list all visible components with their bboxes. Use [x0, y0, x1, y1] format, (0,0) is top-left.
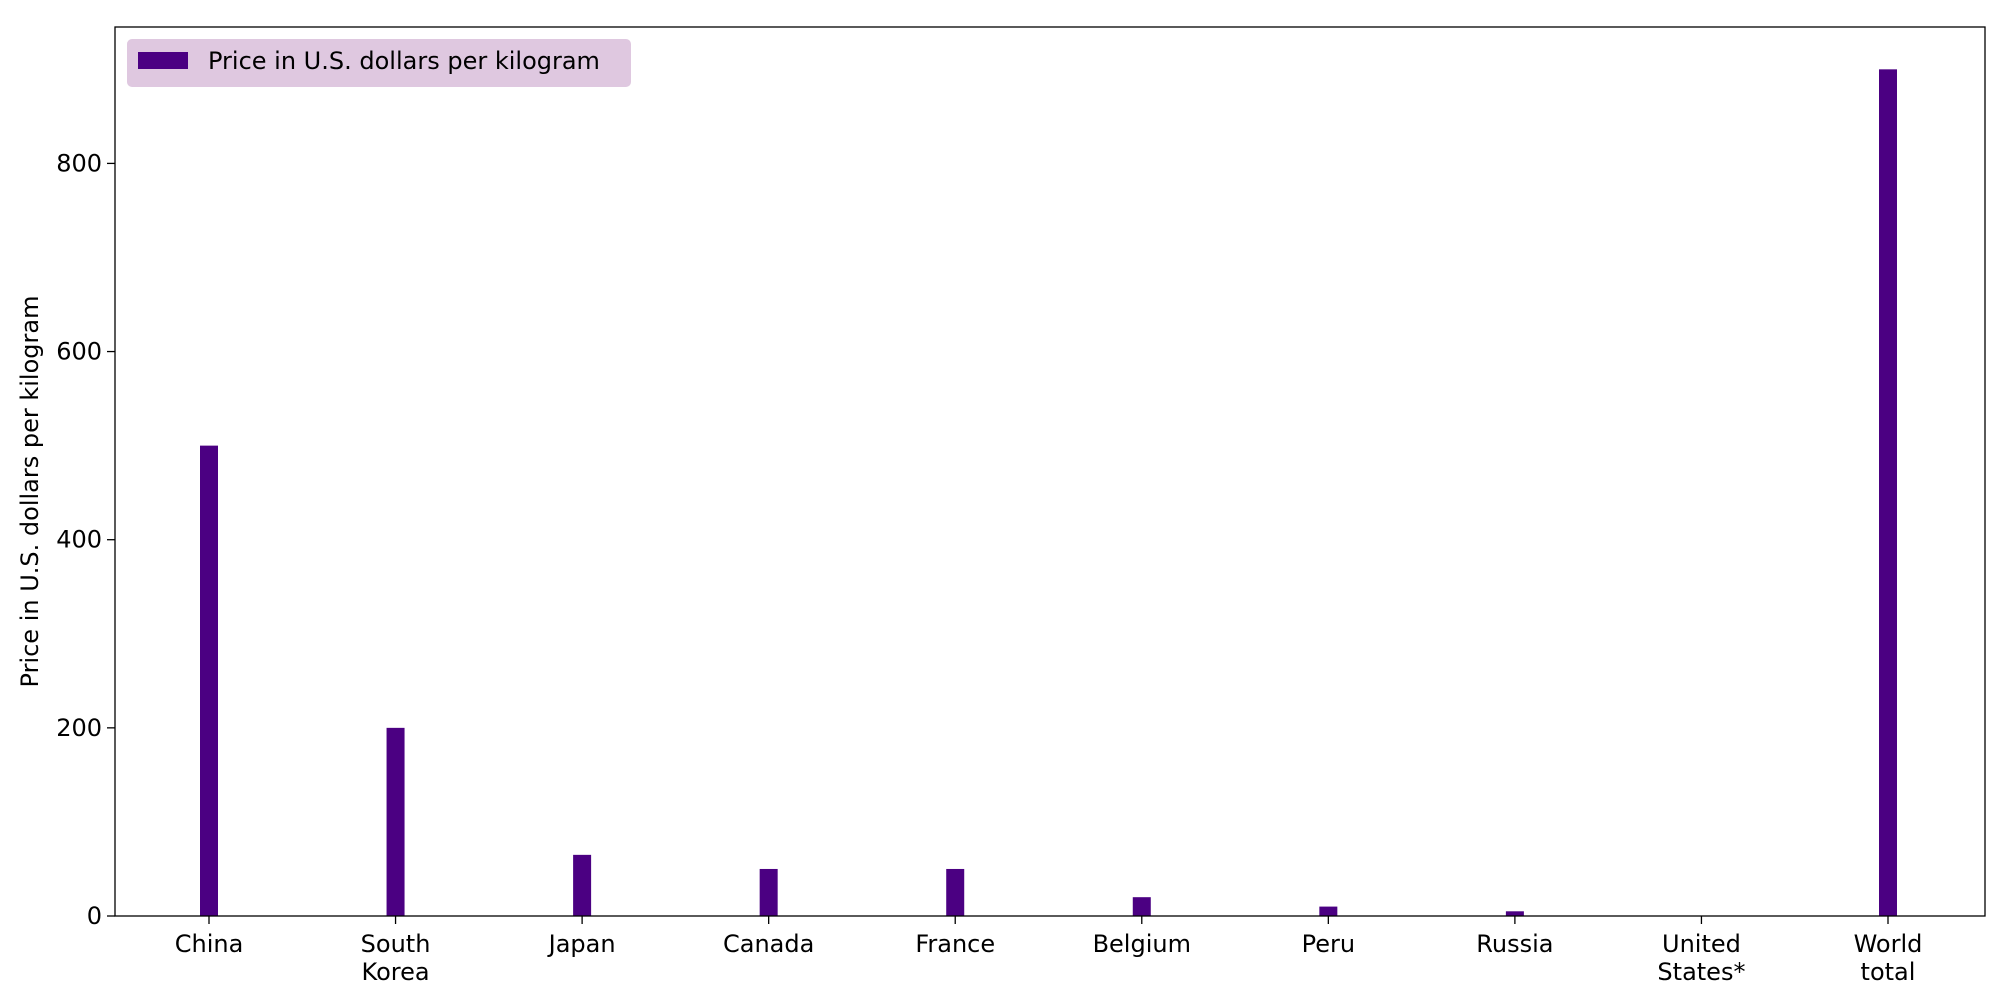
x-tick-label: Russia — [1476, 930, 1553, 958]
y-tick-label: 400 — [56, 526, 102, 554]
y-axis-label: Price in U.S. dollars per kilogram — [16, 296, 44, 688]
bar — [200, 445, 218, 916]
legend-swatch — [138, 52, 188, 69]
y-tick-label: 600 — [56, 338, 102, 366]
bar — [1132, 897, 1151, 916]
y-tick-label: 200 — [56, 714, 102, 742]
bars-group — [200, 69, 1897, 917]
y-tick-label: 800 — [56, 149, 102, 177]
legend-box — [127, 39, 631, 87]
legend-entry-label: Price in U.S. dollars per kilogram — [208, 47, 600, 75]
bar — [759, 868, 778, 916]
x-tick-label: United States* — [1657, 930, 1745, 986]
x-axis: China South Korea Japan Canada France Belgium P… — [175, 916, 1923, 986]
x-tick-label: Belgium — [1093, 930, 1191, 958]
x-tick-label: China — [175, 930, 244, 958]
x-tick-label: Canada — [723, 930, 814, 958]
bar — [946, 868, 965, 916]
x-tick-label: World total — [1854, 930, 1923, 986]
x-tick-label: France — [915, 930, 995, 958]
plot-area-frame — [114, 26, 1986, 917]
x-tick-label: Peru — [1302, 930, 1355, 958]
bar — [1319, 906, 1338, 916]
bar — [573, 854, 592, 916]
y-tick-label: 0 — [87, 902, 102, 930]
x-tick-label: Japan — [547, 930, 616, 958]
y-axis: 0 200 400 600 800 — [56, 149, 115, 930]
legend: Price in U.S. dollars per kilogram — [127, 39, 631, 87]
x-tick-label: South Korea — [361, 930, 431, 986]
bar — [1505, 911, 1524, 916]
bar — [1879, 69, 1897, 917]
bar — [386, 727, 405, 916]
